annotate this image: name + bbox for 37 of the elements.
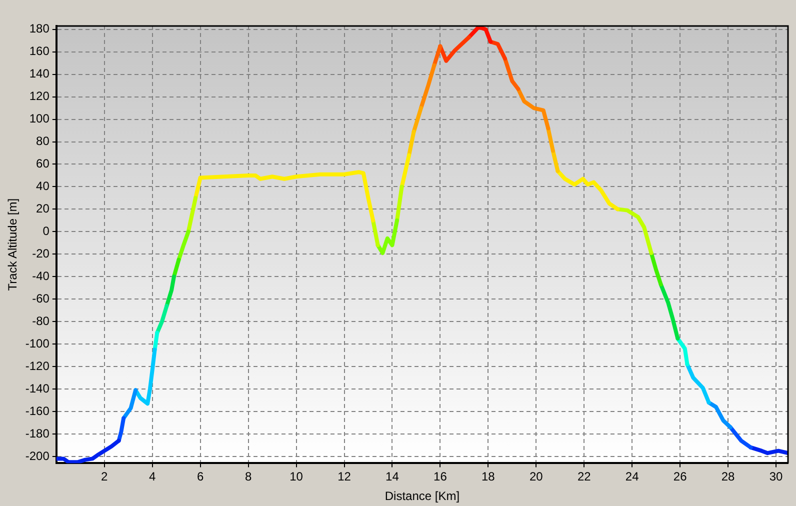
x-tick-label: 20 [529,470,544,484]
y-tick-label: 60 [36,156,50,171]
y-tick-label: 160 [29,44,50,58]
y-tick-label: 140 [29,66,50,81]
x-tick-label: 28 [721,470,736,484]
y-tick-label: 20 [36,202,50,216]
x-tick-label: 14 [386,470,400,484]
y-tick-label: -120 [25,358,50,373]
y-tick-label: -160 [25,404,50,418]
y-tick-label: 180 [29,22,50,36]
x-tick-label: 12 [338,470,352,484]
x-tick-label: 10 [290,470,304,484]
x-tick-label: 18 [481,470,496,484]
y-axis-title: Track Altitude [m] [6,198,20,291]
x-tick-label: 26 [673,470,688,484]
x-tick-label: 22 [577,470,592,484]
y-tick-label: 0 [42,224,50,238]
y-tick-label: -40 [32,268,50,283]
y-tick-label: 80 [36,134,50,148]
x-tick-label: 2 [101,470,108,484]
x-tick-label: 30 [769,470,783,484]
x-tick-label: 4 [149,470,156,484]
y-tick-label: -80 [32,314,50,328]
y-tick-label: -100 [25,336,50,350]
x-axis-title: Distance [Km] [384,489,460,504]
x-tick-label: 6 [196,470,204,484]
y-tick-label: -20 [32,246,50,260]
y-tick-label: -200 [25,448,50,463]
y-tick-label: -180 [25,426,50,440]
y-tick-label: 100 [29,112,50,126]
x-tick-label: 16 [434,470,448,484]
y-tick-label: 40 [36,179,50,194]
y-tick-label: -60 [32,291,50,306]
x-tick-label: 8 [244,470,252,484]
x-tick-label: 24 [625,470,640,484]
y-tick-label: -140 [25,381,50,396]
y-tick-label: 120 [29,89,50,104]
